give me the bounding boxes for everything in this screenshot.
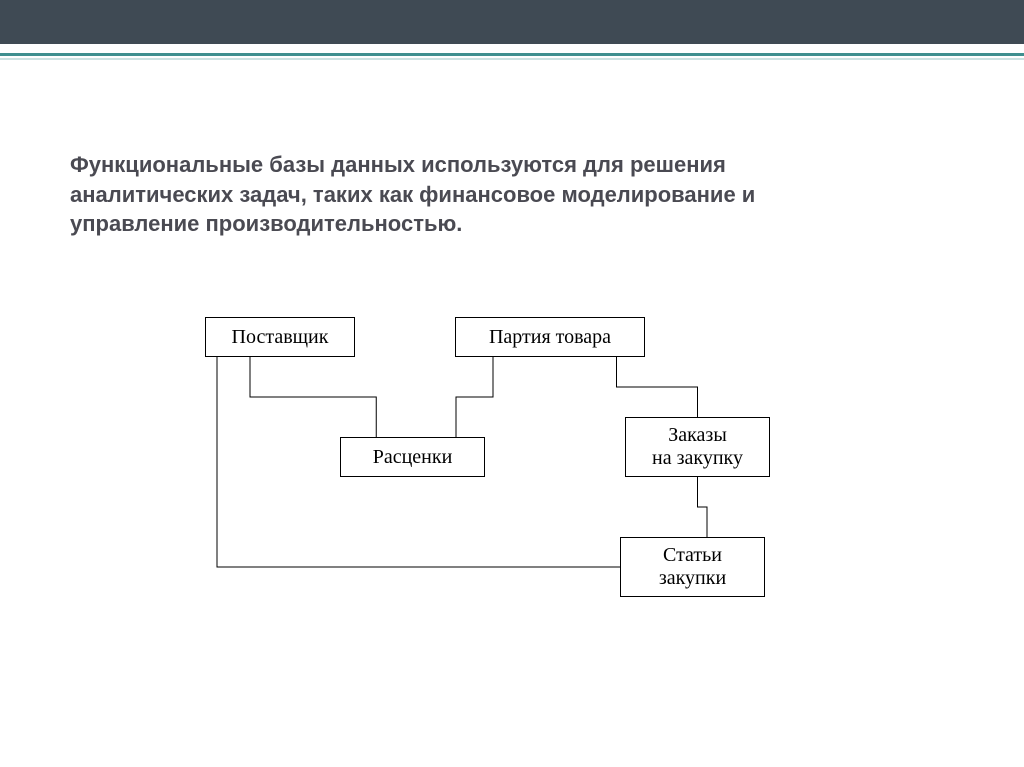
accent-rule [0, 58, 1024, 60]
slide-heading: Функциональные базы данных используются … [70, 150, 860, 239]
slide-top-bar [0, 0, 1024, 44]
diagram-node-rates: Расценки [340, 437, 485, 477]
diagram-edge-batch-orders [617, 357, 698, 417]
diagram-edge-orders-articles [698, 477, 708, 537]
diagram-edge-batch-rates [456, 357, 493, 437]
diagram-node-supplier: Поставщик [205, 317, 355, 357]
diagram-edge-supplier-rates [250, 357, 376, 437]
diagram-node-articles: Статьи закупки [620, 537, 765, 597]
diagram-node-orders: Заказы на закупку [625, 417, 770, 477]
accent-rule [0, 53, 1024, 56]
diagram-node-batch: Партия товара [455, 317, 645, 357]
db-diagram: Поставщик Партия товара Расценки Заказы на … [195, 317, 815, 637]
